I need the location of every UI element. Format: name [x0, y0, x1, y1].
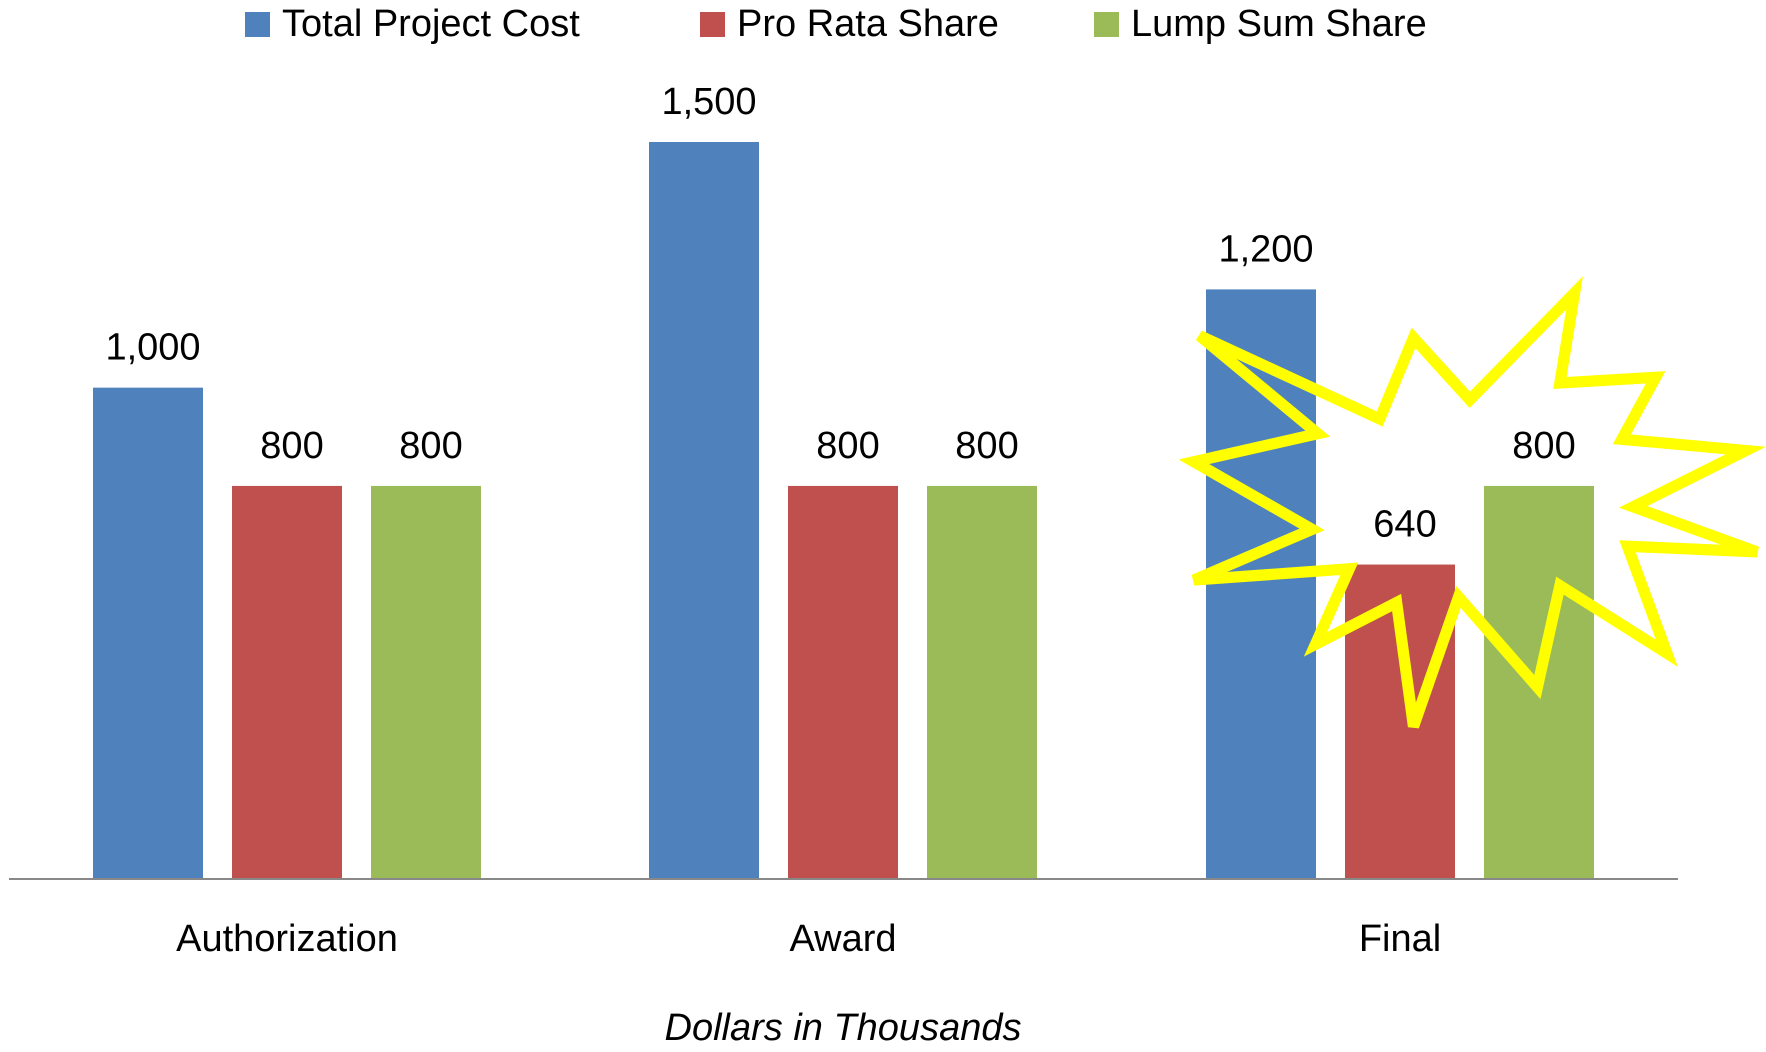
bar — [788, 485, 898, 879]
data-label: 1,200 — [1218, 228, 1313, 270]
bar — [927, 485, 1037, 879]
x-tick-label: Authorization — [176, 918, 398, 960]
bar — [232, 485, 342, 879]
bar — [93, 387, 203, 879]
legend-label: Lump Sum Share — [1131, 3, 1427, 45]
legend-label: Total Project Cost — [282, 3, 580, 45]
data-label: 800 — [816, 425, 879, 467]
x-axis-label: Dollars in Thousands — [665, 1007, 1022, 1049]
data-label: 800 — [399, 425, 462, 467]
data-label: 640 — [1373, 504, 1436, 546]
legend-swatch — [1094, 12, 1119, 37]
x-tick-label: Final — [1359, 918, 1441, 960]
bar — [649, 142, 759, 879]
data-label: 1,000 — [105, 327, 200, 369]
data-label: 800 — [955, 425, 1018, 467]
bar — [371, 485, 481, 879]
data-label: 1,500 — [661, 81, 756, 123]
legend-swatch — [245, 12, 270, 37]
legend-label: Pro Rata Share — [737, 3, 999, 45]
legend-swatch — [700, 12, 725, 37]
data-label: 800 — [1512, 425, 1575, 467]
starburst — [1178, 276, 1766, 729]
x-tick-label: Award — [789, 918, 896, 960]
data-label: 800 — [260, 425, 323, 467]
